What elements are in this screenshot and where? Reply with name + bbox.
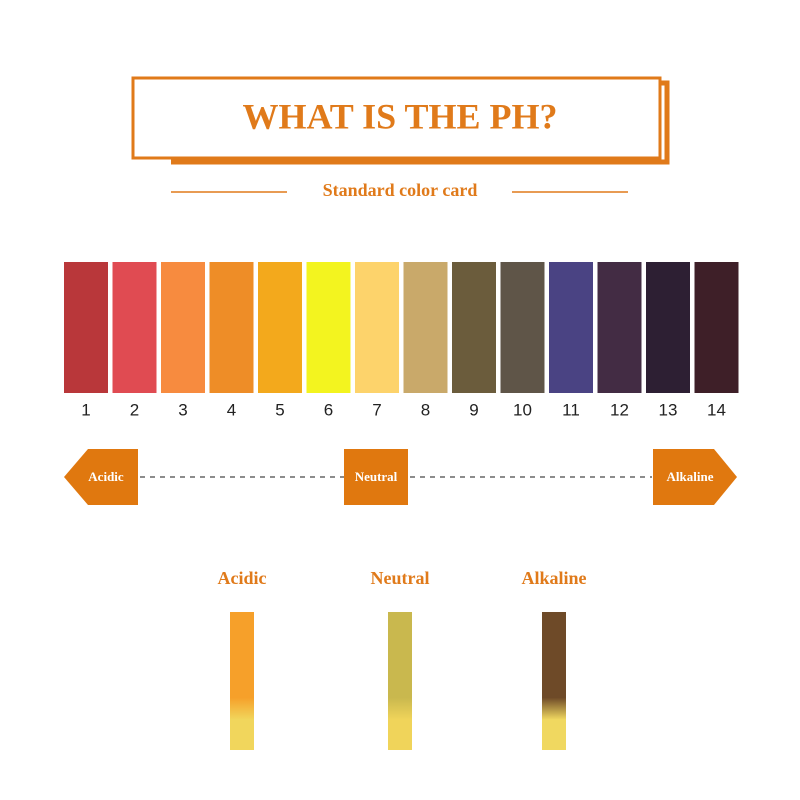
swatch: [694, 262, 739, 393]
swatch: [258, 262, 302, 393]
swatch: [500, 262, 545, 393]
acidic-marker: [64, 449, 138, 505]
strip-label: Acidic: [218, 568, 267, 588]
alkaline-marker: [653, 449, 737, 505]
marker-label: Acidic: [88, 469, 124, 484]
test-strip: [230, 612, 254, 750]
ph-number: 14: [707, 400, 726, 419]
swatch: [161, 262, 205, 393]
test-strip: [388, 612, 412, 750]
title-box: [131, 76, 662, 160]
ph-number: 9: [469, 400, 478, 419]
ph-number: 1: [81, 400, 90, 419]
swatch: [209, 262, 254, 393]
swatch: [403, 262, 448, 393]
swatch: [549, 262, 593, 393]
swatch: [306, 262, 351, 393]
marker-label: Neutral: [355, 469, 398, 484]
swatch: [64, 262, 108, 393]
swatch: [646, 262, 690, 393]
marker-label: Alkaline: [667, 469, 714, 484]
swatch: [355, 262, 399, 393]
strip-label: Alkaline: [521, 568, 586, 588]
ph-number: 5: [275, 400, 284, 419]
ph-number: 11: [562, 400, 580, 419]
swatch: [452, 262, 496, 393]
subtitle: Standard color card: [323, 180, 478, 200]
ph-number: 2: [130, 400, 139, 419]
neutral-marker: [344, 449, 408, 505]
ph-number: 6: [324, 400, 333, 419]
test-strip: [542, 612, 566, 750]
ph-number: 8: [421, 400, 430, 419]
ph-number: 4: [227, 400, 236, 419]
ph-number: 13: [659, 400, 678, 419]
ph-number: 10: [513, 400, 532, 419]
title: WHAT IS THE PH?: [242, 96, 557, 136]
strip-label: Neutral: [371, 568, 430, 588]
ph-number: 7: [372, 400, 381, 419]
swatch: [597, 262, 642, 393]
ph-number: 3: [178, 400, 187, 419]
swatch: [112, 262, 157, 393]
ph-number: 12: [610, 400, 629, 419]
